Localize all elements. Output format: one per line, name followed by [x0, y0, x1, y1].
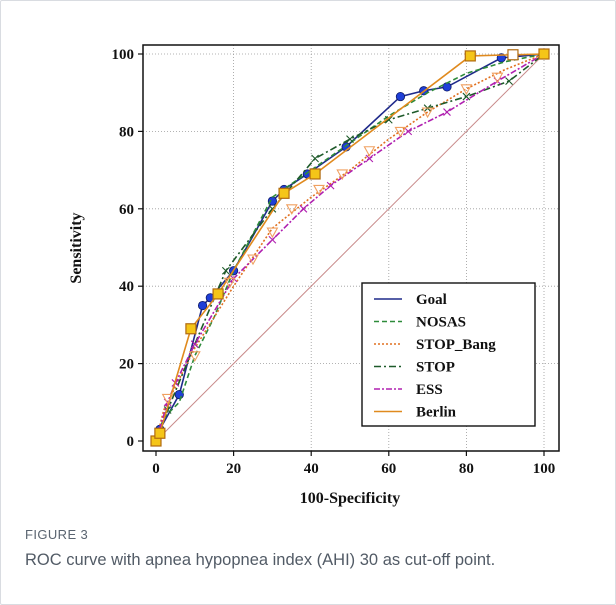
data-point — [188, 351, 201, 362]
data-point — [247, 254, 259, 266]
grid — [143, 45, 559, 451]
legend-label: NOSAS — [416, 315, 466, 331]
y-tick-label: 80 — [119, 124, 134, 140]
legend-label: STOP_Bang — [416, 337, 496, 353]
data-point — [299, 204, 308, 213]
y-tick-label: 0 — [127, 434, 135, 450]
data-point — [462, 92, 471, 101]
data-point — [507, 49, 519, 61]
data-point — [161, 393, 174, 405]
legend-box — [361, 282, 536, 427]
data-point — [365, 154, 374, 163]
data-point — [346, 135, 354, 144]
data-point — [443, 108, 451, 116]
x-tick-label: 80 — [459, 461, 474, 477]
data-point — [154, 427, 166, 439]
data-point — [404, 127, 413, 136]
data-point — [197, 300, 208, 311]
x-tick-label: 100 — [533, 461, 556, 477]
legend-label: Berlin — [416, 405, 457, 421]
x-tick-label: 40 — [304, 461, 319, 477]
figure-label: FIGURE 3 — [25, 527, 89, 542]
data-point — [190, 340, 199, 349]
y-tick-label: 40 — [119, 279, 134, 295]
data-point — [505, 77, 513, 85]
legend-label: STOP — [416, 360, 455, 376]
data-point — [285, 204, 298, 215]
x-tick-label: 60 — [381, 461, 396, 477]
data-point — [185, 323, 197, 335]
data-point — [395, 91, 406, 102]
data-point — [278, 187, 290, 199]
x-axis-label: 100-Specificity — [300, 490, 400, 507]
data-point — [336, 169, 349, 181]
y-tick-label: 100 — [112, 47, 135, 63]
plot-frame — [142, 44, 560, 452]
data-point — [268, 235, 277, 244]
triangle-markers — [161, 72, 504, 405]
x-tick-label: 0 — [152, 461, 160, 477]
data-point — [442, 82, 452, 92]
roc-chart: 0 20 40 60 80 100 0 20 40 60 80 100 100-Specificity… — [68, 44, 560, 507]
data-point — [223, 277, 236, 289]
y-tick-label: 20 — [119, 357, 134, 373]
series-line — [155, 53, 545, 442]
data-point — [326, 181, 335, 190]
y-axis-label: Sensitivity — [68, 212, 85, 283]
data-point — [311, 154, 319, 163]
data-point — [464, 50, 476, 62]
data-point — [313, 184, 325, 196]
data-point — [363, 146, 376, 157]
data-point — [460, 84, 473, 95]
reference-line — [155, 53, 545, 442]
x-tick-label: 20 — [226, 461, 241, 477]
legend: Goal NOSAS STOP_Bang STOP ESS Berlin — [361, 282, 536, 427]
data-point — [266, 227, 279, 239]
data-point — [394, 126, 407, 138]
figure-caption: ROC curve with apnea hypopnea index (AHI… — [25, 551, 496, 569]
data-point — [538, 48, 550, 60]
data-point — [384, 115, 393, 124]
axis-ticks: 0 20 40 60 80 100 0 20 40 60 80 100 — [112, 47, 556, 477]
data-point — [491, 72, 504, 84]
data-point — [309, 168, 321, 180]
data-point — [421, 107, 434, 119]
legend-label: Goal — [416, 292, 447, 308]
data-point — [221, 266, 230, 275]
legend-label: ESS — [416, 382, 443, 398]
y-tick-label: 60 — [119, 202, 134, 218]
data-point — [212, 288, 224, 300]
